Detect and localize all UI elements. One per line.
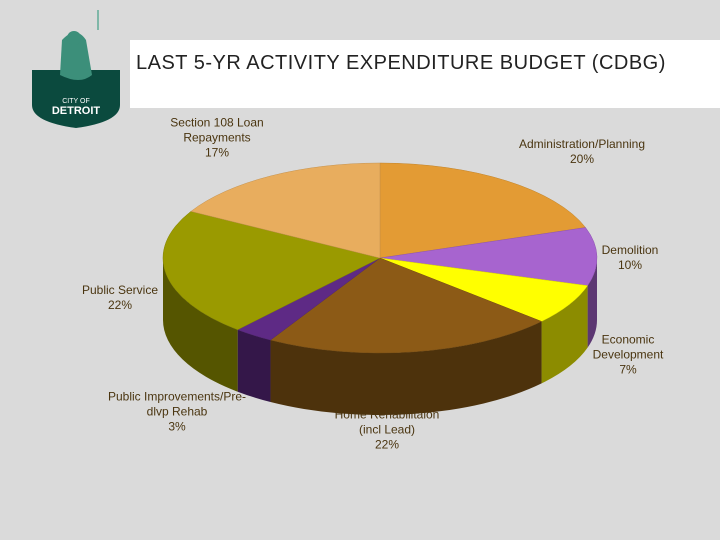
category: Home Rehabilitaion (incl Lead) — [334, 407, 440, 437]
value-label: 22% — [107, 298, 133, 312]
data-label: Home Rehabilitaion (incl Lead) 22% — [327, 408, 447, 453]
value-label: 17% — [204, 145, 230, 160]
slice — [269, 257, 543, 354]
data-label: Public Improvements/Pre-dlvp Rehab 3% — [97, 390, 257, 435]
chart-title: LAST 5-YR ACTIVITY EXPENDITURE BUDGET (C… — [136, 52, 666, 74]
data-label: Administration/Planning 20% — [497, 137, 667, 167]
data-label: Economic Development 7% — [578, 333, 678, 378]
value-label: 22% — [374, 437, 400, 452]
category: Economic Development — [592, 332, 664, 362]
slice — [190, 162, 381, 259]
pie — [162, 162, 598, 415]
title-band — [130, 40, 720, 108]
slice-side — [270, 321, 542, 415]
data-label: Section 108 Loan Repayments 17% — [157, 116, 277, 161]
logo: CITY OF DETROIT — [32, 10, 120, 128]
category: Demolition — [601, 243, 659, 257]
slice-side — [237, 329, 271, 403]
slice-side — [541, 285, 588, 384]
logo-line1: CITY OF — [62, 98, 89, 105]
slice — [162, 211, 381, 330]
logo-line2: DETROIT — [52, 105, 101, 117]
slice-side — [163, 258, 238, 392]
value-label: 10% — [617, 258, 643, 272]
value-label: 3% — [168, 419, 186, 434]
category: Administration/Planning — [518, 137, 646, 151]
category: Public Service — [81, 283, 159, 297]
value-label: 7% — [619, 362, 637, 377]
slice — [379, 227, 598, 286]
slice-side — [587, 258, 597, 348]
category: Section 108 Loan Repayments — [170, 115, 264, 145]
data-label: Demolition 10% — [575, 243, 685, 273]
data-label: Public Service 22% — [70, 283, 170, 313]
slice — [379, 162, 586, 259]
value-label: 20% — [569, 152, 595, 166]
category: Public Improvements/Pre-dlvp Rehab — [107, 389, 247, 419]
